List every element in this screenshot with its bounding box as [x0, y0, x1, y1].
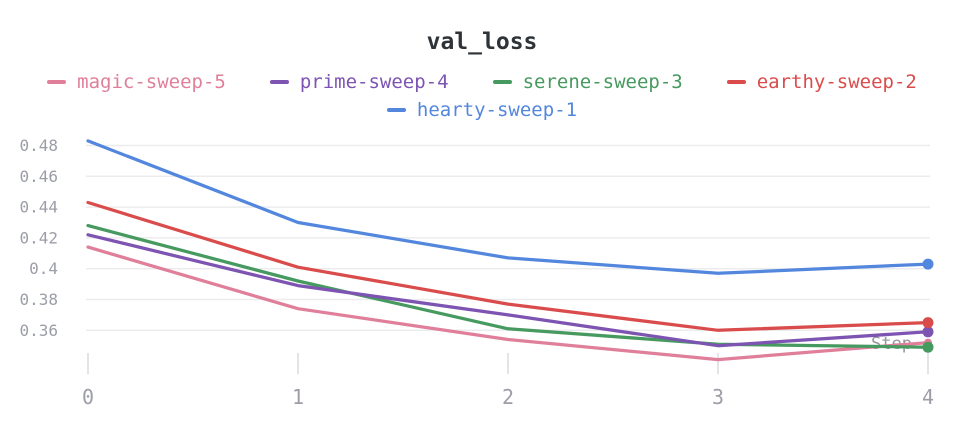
legend-swatch-icon	[269, 80, 289, 84]
series-endpoint-dot-serene-sweep-3[interactable]	[922, 341, 934, 353]
x-tick-label: 1	[292, 385, 304, 409]
y-tick-label: 0.42	[19, 228, 58, 247]
y-tick-label: 0.36	[19, 321, 58, 340]
x-tick-label: 2	[502, 385, 514, 409]
legend-item-magic-sweep-5[interactable]: magic-sweep-5	[47, 70, 226, 94]
legend-label: prime-sweep-4	[299, 71, 449, 93]
legend-item-earthy-sweep-2[interactable]: earthy-sweep-2	[726, 70, 917, 94]
chart-title: val_loss	[426, 29, 538, 55]
y-tick-label: 0.46	[19, 167, 58, 186]
legend-label: earthy-sweep-2	[756, 71, 917, 93]
legend-swatch-icon	[726, 80, 746, 84]
series-line-magic-sweep-5[interactable]	[86, 245, 930, 362]
y-tick-label: 0.44	[19, 198, 58, 217]
legend-item-serene-sweep-3[interactable]: serene-sweep-3	[492, 70, 683, 94]
series-line-hearty-sweep-1[interactable]	[86, 139, 930, 275]
series-line-prime-sweep-4[interactable]	[86, 233, 930, 348]
series-endpoint-dot-hearty-sweep-1[interactable]	[922, 258, 934, 270]
series-endpoint-dot-earthy-sweep-2[interactable]	[922, 317, 934, 329]
legend-swatch-icon	[386, 108, 406, 112]
legend-label: serene-sweep-3	[522, 71, 683, 93]
legend-label: hearty-sweep-1	[416, 99, 578, 121]
y-tick-label: 0.38	[19, 290, 58, 309]
legend-swatch-icon	[47, 80, 67, 84]
x-tick-label: 3	[712, 385, 724, 409]
legend-label: magic-sweep-5	[77, 71, 226, 93]
y-tick-label: 0.48	[19, 136, 58, 155]
series-line-earthy-sweep-2[interactable]	[86, 200, 930, 332]
chart-legend: magic-sweep-5 prime-sweep-4 serene-sweep-3…	[0, 70, 964, 122]
legend-item-hearty-sweep-1[interactable]: hearty-sweep-1	[386, 98, 578, 122]
legend-item-prime-sweep-4[interactable]: prime-sweep-4	[269, 70, 449, 94]
legend-swatch-icon	[492, 80, 512, 84]
series-line-serene-sweep-3[interactable]	[86, 223, 930, 349]
x-tick-label: 4	[922, 385, 934, 409]
series-endpoint-dot-prime-sweep-4[interactable]	[922, 326, 934, 338]
y-tick-label: 0.4	[29, 259, 58, 278]
x-tick-label: 0	[82, 385, 94, 409]
